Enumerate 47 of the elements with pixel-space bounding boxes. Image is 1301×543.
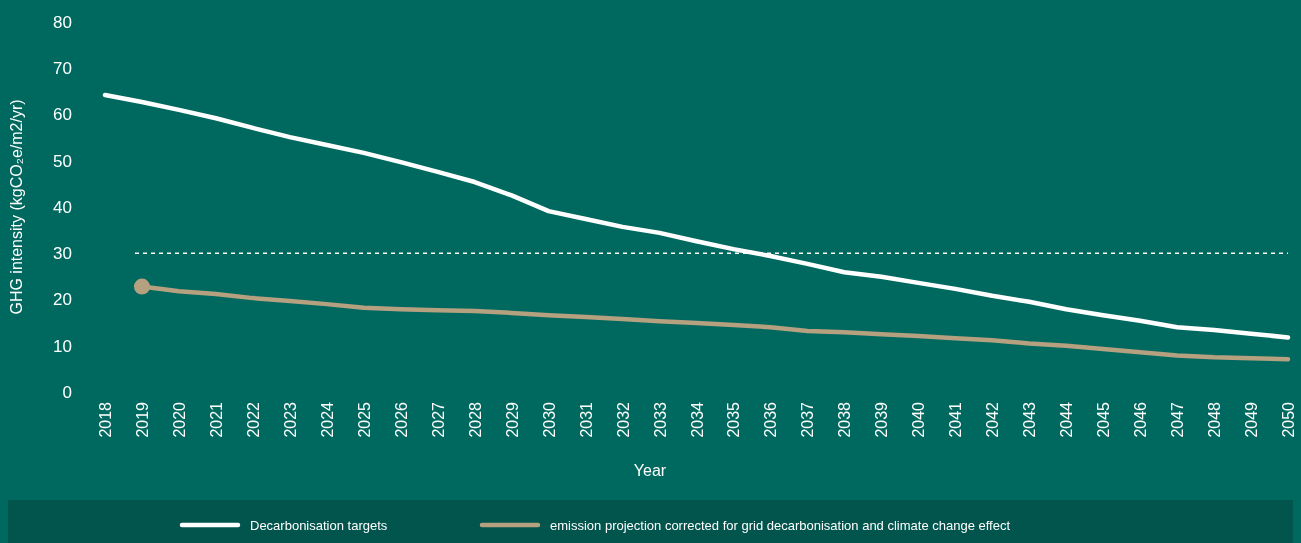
x-tick-label: 2036 (762, 401, 780, 438)
y-tick-label: 10 (53, 336, 72, 356)
y-tick-label: 50 (53, 151, 72, 171)
y-tick-label: 40 (53, 197, 72, 217)
y-tick-label: 30 (53, 244, 72, 264)
x-tick-label: 2019 (133, 401, 151, 438)
x-tick-label: 2045 (1095, 401, 1113, 438)
y-tick-label: 80 (53, 12, 72, 32)
y-tick-label: 70 (53, 59, 72, 79)
legend-label: emission projection corrected for grid decarbonisation and climate change effect (550, 517, 1011, 533)
y-tick-label: 0 (62, 382, 72, 402)
x-tick-label: 2026 (392, 401, 410, 438)
x-axis-title: Year (633, 462, 667, 479)
y-tick-label: 60 (53, 105, 72, 125)
y-tick-label: 20 (53, 290, 72, 310)
x-tick-label: 2034 (688, 401, 706, 438)
x-tick-label: 2027 (429, 401, 447, 438)
x-tick-label: 2021 (207, 401, 225, 438)
x-tick-label: 2038 (836, 401, 854, 438)
legend-label: Decarbonisation targets (250, 517, 388, 533)
x-tick-label: 2049 (1243, 401, 1261, 438)
y-axis-title: GHG intensity (kgCO₂e/m2/yr) (8, 99, 25, 315)
x-tick-label: 2041 (947, 401, 965, 438)
x-tick-label: 2028 (466, 401, 484, 438)
x-tick-label: 2035 (725, 401, 743, 438)
x-tick-label: 2029 (503, 401, 521, 438)
x-tick-label: 2025 (355, 401, 373, 438)
x-tick-label: 2033 (651, 401, 669, 438)
x-tick-label: 2048 (1206, 401, 1224, 438)
x-tick-label: 2043 (1021, 401, 1039, 438)
x-tick-label: 2047 (1169, 401, 1187, 438)
x-tick-label: 2032 (614, 401, 632, 438)
x-tick-label: 2020 (170, 401, 188, 438)
x-tick-label: 2022 (244, 401, 262, 438)
x-tick-label: 2039 (873, 401, 891, 438)
x-tick-label: 2023 (281, 401, 299, 438)
x-tick-label: 2024 (318, 401, 336, 438)
x-tick-label: 2030 (540, 401, 558, 438)
x-tick-label: 2042 (984, 401, 1002, 438)
x-tick-label: 2037 (799, 401, 817, 438)
x-tick-label: 2031 (577, 401, 595, 438)
x-tick-label: 2018 (97, 401, 114, 438)
x-tick-label: 2044 (1058, 401, 1076, 438)
x-tick-label: 2050 (1280, 401, 1297, 438)
x-tick-label: 2040 (910, 401, 928, 438)
line-series (102, 92, 1291, 340)
x-tick-label: 2046 (1132, 401, 1150, 438)
